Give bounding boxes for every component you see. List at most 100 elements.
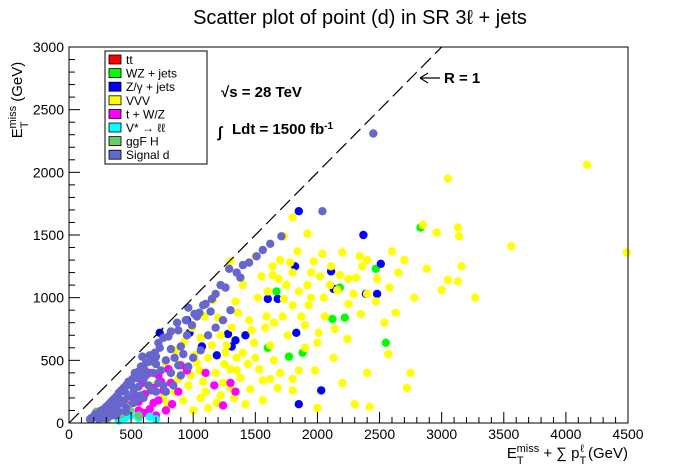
data-point xyxy=(457,262,466,271)
data-point xyxy=(288,268,297,277)
data-point xyxy=(453,277,462,286)
data-point xyxy=(148,356,157,365)
data-point xyxy=(406,368,415,378)
data-point xyxy=(344,274,353,284)
data-point xyxy=(369,129,378,138)
data-point xyxy=(196,393,205,403)
data-point xyxy=(146,386,156,395)
data-point xyxy=(358,262,367,271)
points-layer xyxy=(85,129,631,425)
data-point xyxy=(329,353,338,362)
data-point xyxy=(294,400,303,409)
data-point xyxy=(269,318,279,327)
data-point xyxy=(278,312,287,321)
data-point xyxy=(252,252,261,261)
legend-label: Z/γ + jets xyxy=(126,80,175,94)
data-point xyxy=(231,336,240,345)
data-point xyxy=(268,262,277,271)
y-tick-label: 1000 xyxy=(33,290,64,306)
data-point xyxy=(231,297,240,306)
data-point xyxy=(207,341,217,350)
luminosity-value: Ldt = 1500 fb xyxy=(232,121,324,138)
data-point xyxy=(138,352,147,361)
data-point xyxy=(262,312,271,321)
data-point xyxy=(315,272,325,281)
data-point xyxy=(328,314,337,324)
data-point xyxy=(170,353,179,362)
data-point xyxy=(156,366,166,375)
data-point xyxy=(258,396,267,405)
x-tick-label: 0 xyxy=(65,426,73,442)
data-point xyxy=(189,406,198,415)
data-point xyxy=(211,323,220,332)
data-point xyxy=(246,385,255,394)
data-point xyxy=(189,353,198,362)
legend-label: WZ + jets xyxy=(126,67,177,81)
data-point xyxy=(216,391,225,400)
arrow-left-icon xyxy=(419,72,429,84)
data-point xyxy=(161,356,171,365)
data-point xyxy=(282,280,291,290)
data-point xyxy=(221,348,230,357)
data-point xyxy=(343,334,352,344)
x-tick-label: 1500 xyxy=(240,426,271,442)
data-point xyxy=(292,328,301,337)
data-point xyxy=(220,359,229,369)
axis-ticks: 0 500 1000 1500 2000 2500 3000 3500 4000 4500 0 500… xyxy=(33,39,644,442)
data-point xyxy=(244,316,254,325)
data-point xyxy=(203,403,213,413)
data-point xyxy=(258,245,267,255)
data-point xyxy=(201,387,210,396)
data-point xyxy=(263,294,272,304)
data-point xyxy=(149,398,158,408)
data-point xyxy=(226,306,235,315)
y-tick-label: 1500 xyxy=(33,227,64,243)
data-point xyxy=(212,351,221,360)
data-point xyxy=(176,342,185,351)
data-point xyxy=(310,366,320,375)
data-point xyxy=(362,255,372,265)
data-point xyxy=(241,331,250,340)
data-point xyxy=(114,393,123,403)
data-point xyxy=(288,386,297,395)
data-point xyxy=(218,316,228,325)
data-point xyxy=(318,207,327,216)
data-point xyxy=(102,403,111,413)
data-point xyxy=(254,364,264,374)
data-point xyxy=(190,309,199,319)
data-point xyxy=(418,220,428,230)
data-point xyxy=(432,228,441,237)
data-point xyxy=(231,387,240,396)
legend-label: V* → ℓℓ xyxy=(126,121,165,135)
data-point xyxy=(372,289,382,299)
data-point xyxy=(174,361,183,370)
data-point xyxy=(169,381,178,390)
legend-label: ggF H xyxy=(126,135,159,149)
data-point xyxy=(210,381,219,390)
data-point xyxy=(356,309,366,319)
data-point xyxy=(233,308,243,317)
data-point xyxy=(199,301,208,310)
data-point xyxy=(333,285,342,295)
data-point xyxy=(161,387,171,396)
data-point xyxy=(238,348,248,357)
data-point xyxy=(400,255,409,265)
data-point xyxy=(129,398,138,408)
chart-title: Scatter plot of point (d) in SR 3ℓ + jet… xyxy=(193,7,527,29)
data-point xyxy=(179,396,188,405)
data-point xyxy=(145,405,154,414)
data-point xyxy=(251,353,260,362)
data-point xyxy=(133,373,142,383)
data-point xyxy=(172,318,182,327)
reference-line xyxy=(68,46,443,424)
series-1 xyxy=(263,223,425,361)
data-point xyxy=(218,378,228,388)
data-point xyxy=(288,374,297,384)
data-point xyxy=(582,160,592,169)
data-point xyxy=(145,412,154,421)
data-point xyxy=(294,207,303,216)
data-point xyxy=(263,287,272,296)
data-point xyxy=(349,289,358,299)
data-point xyxy=(167,400,177,409)
